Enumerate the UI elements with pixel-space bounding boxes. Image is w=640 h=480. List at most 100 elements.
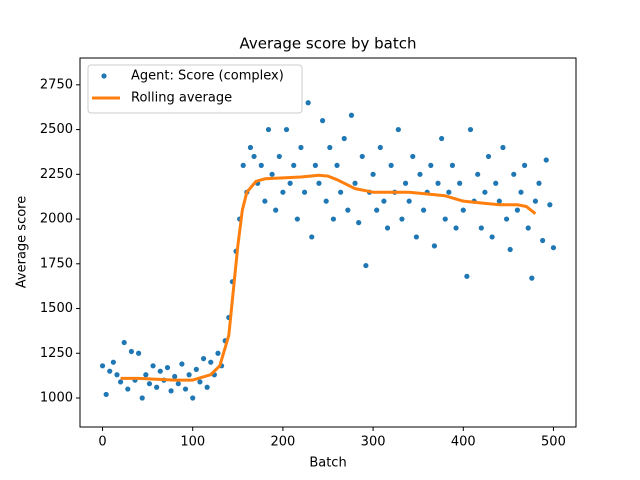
scatter-point	[532, 198, 539, 204]
scatter-point	[402, 180, 409, 186]
scatter-point	[384, 225, 391, 231]
y-tick-label: 1750	[40, 256, 73, 271]
scatter-point	[287, 180, 293, 186]
scatter-point	[305, 100, 311, 106]
scatter-point	[442, 216, 448, 222]
scatter-point	[482, 189, 488, 195]
scatter-point	[475, 171, 481, 177]
y-tick-label: 1000	[40, 391, 73, 406]
scatter-point	[215, 350, 221, 356]
scatter-point	[327, 144, 333, 151]
scatter-point	[136, 350, 142, 356]
scatter-point	[186, 372, 192, 378]
scatter-point	[139, 395, 145, 401]
scatter-point	[117, 379, 124, 385]
legend-marker	[101, 73, 107, 79]
scatter-point	[298, 144, 304, 151]
legend-label: Agent: Score (complex)	[131, 69, 284, 84]
scatter-point	[125, 386, 131, 392]
scatter-point	[507, 246, 513, 253]
y-tick-label: 1500	[40, 301, 73, 316]
scatter-point	[99, 363, 106, 369]
scatter-point	[157, 368, 163, 374]
scatter-point	[359, 153, 365, 160]
scatter-point	[273, 207, 279, 213]
scatter-point	[309, 234, 315, 240]
scatter-point	[406, 198, 412, 204]
scatter-point	[428, 162, 434, 168]
scatter-point	[301, 189, 308, 195]
scatter-point	[312, 162, 318, 168]
scatter-point	[240, 162, 246, 168]
scatter-point	[381, 198, 387, 204]
scatter-point	[388, 162, 394, 168]
y-tick-label: 2750	[40, 77, 73, 92]
scatter-point	[204, 384, 210, 390]
scatter-point	[334, 162, 340, 168]
scatter-point	[550, 245, 557, 251]
scatter-point	[431, 243, 438, 249]
scatter-point	[370, 171, 376, 177]
scatter-point	[193, 366, 199, 372]
scatter-point	[395, 126, 401, 133]
scatter-point	[377, 144, 383, 151]
scatter-point	[417, 171, 423, 177]
scatter-point	[399, 216, 405, 222]
x-tick-label: 0	[98, 435, 106, 450]
scatter-point	[439, 135, 445, 142]
scatter-point	[107, 368, 113, 374]
scatter-point	[464, 273, 470, 279]
scatter-point	[489, 234, 495, 240]
scatter-point	[543, 157, 549, 163]
scatter-point	[540, 237, 546, 244]
scatter-point	[168, 388, 174, 394]
chart-title: Average score by batch	[240, 35, 417, 53]
scatter-point	[449, 162, 456, 168]
scatter-point	[348, 112, 355, 118]
x-tick-label: 400	[451, 435, 476, 450]
scatter-point	[511, 171, 517, 177]
scatter-point	[121, 339, 127, 346]
axes-frame	[79, 57, 577, 428]
scatter-point	[341, 135, 347, 142]
scatter-point	[485, 153, 492, 160]
y-axis-label: Average score	[15, 196, 30, 288]
scatter-point	[276, 153, 282, 160]
y-tick-label: 2250	[40, 167, 73, 182]
x-tick-label: 500	[541, 435, 566, 450]
scatter-point	[453, 225, 459, 231]
scatter-point	[262, 198, 268, 204]
scatter-point	[316, 180, 322, 186]
x-axis-label: Batch	[309, 456, 346, 471]
scatter-point	[164, 364, 171, 371]
scatter-point	[150, 363, 156, 369]
y-tick-label: 2000	[40, 212, 73, 227]
scatter-point	[496, 198, 502, 204]
x-tick-label: 300	[361, 435, 386, 450]
scatter-point	[208, 359, 214, 365]
scatter-point	[114, 372, 120, 378]
x-tick-label: 100	[180, 435, 205, 450]
scatter-point	[291, 162, 297, 168]
scatter-point	[182, 386, 189, 392]
scatter-point	[457, 180, 463, 186]
scatter-point	[521, 162, 528, 168]
scatter-point	[345, 207, 351, 213]
scatter-point	[146, 381, 153, 387]
scatter-point	[179, 361, 185, 367]
scatter-point	[247, 144, 254, 151]
scatter-point	[319, 118, 326, 124]
scatter-point	[265, 126, 272, 133]
rolling-line	[120, 173, 537, 382]
scatter-point	[478, 225, 484, 231]
scatter-point	[374, 207, 380, 213]
scatter-point	[529, 275, 535, 281]
scatter-point	[338, 189, 344, 195]
scatter-point	[525, 225, 531, 231]
scatter-point	[536, 180, 542, 186]
scatter-point	[172, 373, 178, 380]
legend: Agent: Score (complex) Rolling average	[87, 64, 303, 114]
scatter-point	[363, 262, 369, 269]
scatter-point	[200, 356, 207, 362]
